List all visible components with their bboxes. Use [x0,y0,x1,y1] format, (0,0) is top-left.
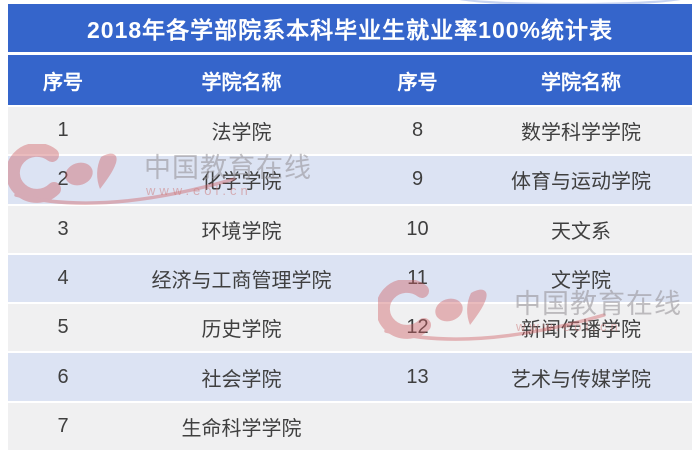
college-name-cell: 天文系 [551,220,611,243]
table-row: 4 经济与工商管理学院 11 文学院 [8,252,692,303]
header-cell: 序号 [397,71,438,94]
index-cell: 3 [57,217,69,240]
table-row: 6 社会学院 13 艺术与传媒学院 [8,351,692,401]
index-cell: 4 [57,266,69,289]
index-cell: 7 [57,414,69,437]
index-cell: 9 [411,168,424,191]
college-name-cell: 生命科学学院 [181,417,302,440]
table-row: 5 历史学院 12 新闻传播学院 [8,302,692,352]
index-cell: 11 [407,266,428,289]
table-row: 7 生命科学学院 [8,400,692,450]
college-name-cell: 法学院 [211,122,272,145]
table-row: 2 化学学院 9 体育与运动学院 [8,154,692,204]
table-row: 3 环境学院 10 天文系 [8,203,692,253]
index-cell: 2 [57,168,69,191]
college-name-cell: 社会学院 [201,368,282,391]
table-header-row: 序号 学院名称 序号 学院名称 [8,55,692,105]
college-name-cell: 历史学院 [201,319,282,342]
college-name-cell: 环境学院 [201,220,282,243]
college-name-cell: 经济与工商管理学院 [151,269,332,292]
index-cell: 1 [57,119,69,142]
college-name-cell: 体育与运动学院 [511,171,651,194]
index-cell: 10 [406,217,429,240]
header-cell: 学院名称 [541,71,621,94]
index-cell: 8 [411,119,424,142]
index-cell: 5 [57,316,69,339]
college-name-cell: 艺术与传媒学院 [511,368,651,391]
index-cell: 6 [57,365,69,388]
college-name-cell: 数学科学学院 [521,122,641,145]
header-cell: 学院名称 [201,71,282,94]
header-cell: 序号 [43,71,83,94]
college-name-cell: 文学院 [551,269,611,292]
page-title: 2018年各学部院系本科毕业生就业率100%统计表 [87,17,613,43]
table-title-bar: 2018年各学部院系本科毕业生就业率100%统计表 [8,4,692,52]
index-cell: 13 [406,365,429,388]
college-name-cell: 新闻传播学院 [521,319,641,342]
employment-rate-table: 2018年各学部院系本科毕业生就业率100%统计表 序号 学院名称 序号 学院名称 1… [8,4,692,450]
index-cell: 12 [406,316,429,339]
college-name-cell: 化学学院 [201,171,282,194]
table-body: 1 法学院 8 数学科学学院 2 化学学院 9 体育与运动学院 3 环境学院 10 天文系 4 经济与工商… [8,105,692,450]
table-row: 1 法学院 8 数学科学学院 [8,105,692,155]
